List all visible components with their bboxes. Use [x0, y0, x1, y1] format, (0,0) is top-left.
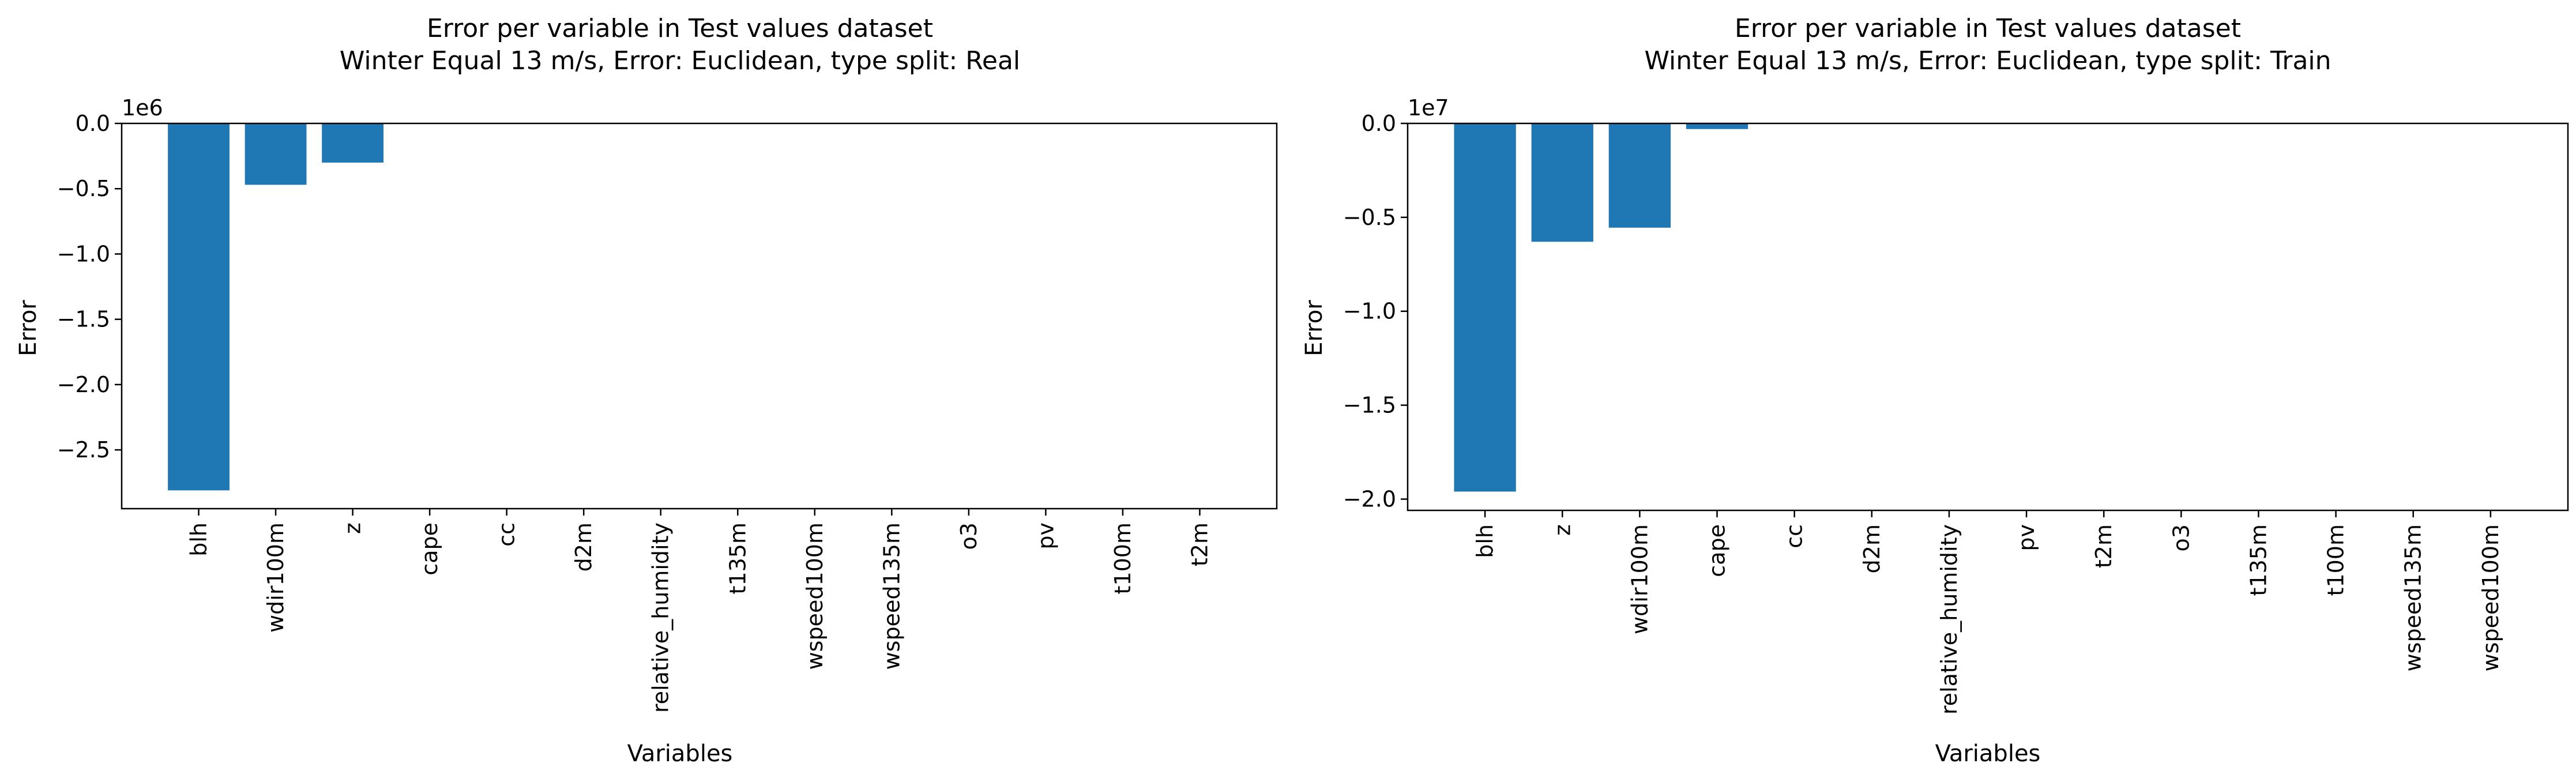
x-tick-label: t2m	[2091, 524, 2116, 568]
x-tick-label: z	[340, 522, 366, 534]
chart-subtitle: Winter Equal 13 m/s, Error: Euclidean, t…	[1644, 46, 2331, 76]
y-tick-label: −2.0	[57, 372, 110, 397]
x-ticks: blh z wdir100m cape cc d2m relative_humidity pv…	[1472, 510, 2503, 715]
bar-wdir100m	[1608, 123, 1671, 228]
x-tick-label: cc	[494, 522, 520, 547]
bar-z	[1531, 123, 1593, 242]
chart-title: Error per variable in Test values datase…	[427, 14, 933, 43]
y-axis-label: Error	[15, 300, 42, 356]
x-tick-label: d2m	[571, 522, 596, 572]
x-tick-label: wspeed135m	[2401, 524, 2426, 671]
x-tick-label: blh	[186, 522, 212, 557]
y-tick-label: −2.0	[1343, 486, 1396, 512]
x-tick-label: wspeed135m	[879, 522, 904, 670]
x-axis-label: Variables	[1935, 740, 2041, 767]
bars	[168, 123, 384, 491]
bar-z	[322, 123, 384, 163]
plot-frame	[1407, 122, 2569, 512]
x-tick-label: d2m	[1859, 524, 1885, 573]
x-tick-label: t100m	[2323, 524, 2349, 596]
y-tick-label: −0.5	[1343, 205, 1396, 230]
y-ticks: 0.0 −0.5 −1.0 −1.5 −2.0	[1343, 111, 1408, 512]
y-tick-label: −1.5	[1343, 393, 1396, 418]
bar-wdir100m	[245, 123, 307, 185]
y-axis-label: Error	[1301, 300, 1328, 356]
bar-blh	[1454, 123, 1516, 492]
bar-blh	[168, 123, 230, 491]
bars	[1454, 123, 1748, 492]
y-ticks: 0.0 −0.5 −1.0 −1.5 −2.0 −2.5	[57, 111, 122, 463]
x-tick-label: t135m	[725, 522, 750, 594]
y-tick-label: −1.0	[57, 241, 110, 266]
x-ticks: blh wdir100m z cape cc d2m relative_humidity t1…	[186, 509, 1212, 713]
bar-cape	[1686, 123, 1748, 129]
x-tick-label: cape	[417, 522, 442, 576]
plot-frame	[121, 122, 1278, 510]
x-tick-label: relative_humidity	[648, 522, 674, 713]
x-tick-label: blh	[1472, 524, 1498, 558]
x-tick-label: t2m	[1187, 522, 1212, 566]
y-tick-label: −2.5	[57, 437, 110, 463]
y-offset-label: 1e6	[122, 95, 163, 121]
x-tick-label: cc	[1782, 524, 1807, 548]
x-tick-label: o3	[956, 522, 981, 550]
chart-subtitle: Winter Equal 13 m/s, Error: Euclidean, t…	[340, 46, 1020, 76]
x-tick-label: pv	[1033, 522, 1058, 550]
x-tick-label: relative_humidity	[1936, 524, 1962, 715]
x-tick-label: wspeed100m	[2478, 524, 2503, 671]
y-tick-label: 0.0	[76, 111, 110, 136]
x-tick-label: z	[1550, 524, 1575, 536]
x-tick-label: wdir100m	[263, 522, 288, 633]
chart-real-split: Error per variable in Test values datase…	[15, 14, 1278, 767]
x-tick-label: cape	[1705, 524, 1730, 577]
x-tick-label: t135m	[2246, 524, 2271, 596]
x-tick-label: o3	[2168, 524, 2194, 551]
x-axis-label: Variables	[627, 740, 733, 767]
chart-title: Error per variable in Test values datase…	[1735, 14, 2241, 43]
chart-train-split: Error per variable in Test values datase…	[1301, 14, 2569, 767]
x-tick-label: t100m	[1110, 522, 1135, 594]
y-tick-label: −1.0	[1343, 299, 1396, 324]
x-tick-label: wdir100m	[1627, 524, 1652, 634]
y-tick-label: 0.0	[1362, 111, 1396, 136]
y-tick-label: −0.5	[57, 176, 110, 201]
y-tick-label: −1.5	[57, 307, 110, 332]
y-offset-label: 1e7	[1408, 95, 1449, 121]
x-tick-label: wspeed100m	[802, 522, 828, 670]
x-tick-label: pv	[2014, 524, 2039, 551]
